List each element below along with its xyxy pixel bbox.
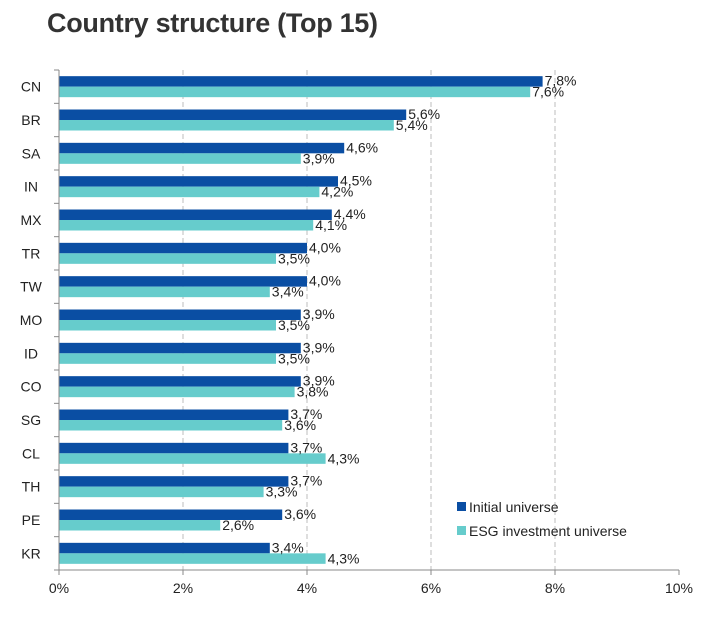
category-label: CL	[22, 445, 40, 461]
bar-initial-co	[59, 376, 301, 387]
x-tick-label: 8%	[545, 580, 565, 596]
data-label-esg: 3,8%	[297, 384, 329, 400]
category-label: CN	[21, 79, 41, 95]
legend: Initial universe ESG investment universe	[457, 499, 627, 539]
category-label: PE	[22, 512, 41, 528]
x-tick-label: 6%	[421, 580, 441, 596]
data-label-esg: 4,3%	[328, 450, 360, 466]
x-tick-label: 10%	[665, 580, 693, 596]
bar-esg-sg	[59, 420, 283, 431]
bar-esg-br	[59, 120, 394, 131]
category-label: MX	[21, 212, 43, 228]
category-label: SG	[21, 412, 41, 428]
category-label: TR	[22, 245, 41, 261]
data-label-initial: 4,4%	[334, 206, 366, 222]
bar-esg-in	[59, 186, 320, 198]
category-label: CO	[21, 379, 42, 395]
legend-label-esg: ESG investment universe	[469, 523, 627, 539]
category-label: KR	[21, 545, 40, 561]
bar-esg-mo	[59, 320, 276, 331]
x-tick-label: 0%	[49, 580, 69, 596]
data-label-initial: 4,0%	[309, 273, 341, 289]
category-label: TW	[20, 279, 43, 295]
bar-esg-id	[59, 353, 276, 364]
bar-initial-cn	[59, 76, 543, 87]
bar-initial-id	[59, 342, 301, 354]
data-label-esg: 4,2%	[321, 184, 353, 200]
bars	[59, 76, 543, 564]
bar-initial-tw	[59, 276, 307, 287]
data-label-initial: 3,7%	[290, 406, 322, 422]
data-label-esg: 3,4%	[272, 284, 304, 300]
bar-initial-mo	[59, 309, 301, 320]
data-label-esg: 4,1%	[315, 217, 347, 233]
bar-initial-pe	[59, 509, 283, 520]
data-label-initial: 4,5%	[340, 173, 372, 189]
bar-esg-kr	[59, 553, 326, 564]
x-tick-label: 2%	[173, 580, 193, 596]
bar-esg-sa	[59, 153, 301, 164]
bar-initial-tr	[59, 242, 307, 254]
category-label: BR	[21, 112, 40, 128]
data-label-esg: 2,6%	[222, 517, 254, 533]
data-label-esg: 7,6%	[532, 84, 564, 100]
data-label-initial: 3,9%	[303, 373, 335, 389]
bar-esg-tr	[59, 253, 276, 264]
category-label: SA	[22, 145, 41, 161]
bar-initial-sa	[59, 142, 345, 154]
data-label-initial: 3,6%	[284, 506, 316, 522]
bar-esg-co	[59, 386, 295, 398]
data-label-initial: 3,9%	[303, 339, 335, 355]
data-labels: 7,8% 5,6% 4,6% 4,5% 4,4% 4,0% 4,0% 3,9% 3,9% 3,9%…	[222, 73, 576, 567]
data-label-esg: 3,5%	[278, 317, 310, 333]
bar-initial-th	[59, 476, 289, 487]
data-label-initial: 5,6%	[408, 106, 440, 122]
data-label-esg: 3,5%	[278, 350, 310, 366]
data-label-esg: 4,3%	[328, 550, 360, 566]
bar-esg-cn	[59, 86, 531, 98]
bar-initial-sg	[59, 409, 289, 420]
x-tick-label: 4%	[297, 580, 317, 596]
category-label: MO	[20, 312, 43, 328]
bar-esg-tw	[59, 286, 270, 298]
data-label-initial: 7,8%	[545, 73, 577, 89]
bar-initial-kr	[59, 542, 270, 554]
axes: 0% 2% 4% 6% 8% 10% CN BR SA IN MX TR TW MO ID CO SG CL TH P…	[20, 69, 693, 596]
data-label-initial: 3,9%	[303, 306, 335, 322]
bar-initial-in	[59, 176, 338, 187]
category-label: ID	[24, 345, 38, 361]
legend-swatch-esg	[457, 526, 466, 535]
bar-esg-pe	[59, 520, 221, 531]
category-label: TH	[22, 479, 41, 495]
legend-swatch-initial	[457, 502, 466, 511]
data-label-esg: 3,9%	[303, 150, 335, 166]
chart-title: Country structure (Top 15)	[47, 8, 378, 38]
data-label-initial: 4,0%	[309, 239, 341, 255]
data-label-esg: 3,5%	[278, 250, 310, 266]
bar-initial-cl	[59, 442, 289, 454]
legend-label-initial: Initial universe	[469, 499, 559, 515]
data-label-initial: 3,4%	[272, 539, 304, 555]
bar-esg-mx	[59, 220, 314, 231]
data-label-initial: 3,7%	[290, 439, 322, 455]
data-label-esg: 3,6%	[284, 417, 316, 433]
bar-esg-cl	[59, 453, 326, 464]
data-label-initial: 4,6%	[346, 139, 378, 155]
data-label-esg: 3,3%	[266, 484, 298, 500]
bar-initial-br	[59, 109, 407, 120]
bar-initial-mx	[59, 209, 332, 220]
data-label-esg: 5,4%	[396, 117, 428, 133]
bar-esg-th	[59, 486, 264, 498]
category-label: IN	[24, 179, 38, 195]
data-label-initial: 3,7%	[290, 473, 322, 489]
